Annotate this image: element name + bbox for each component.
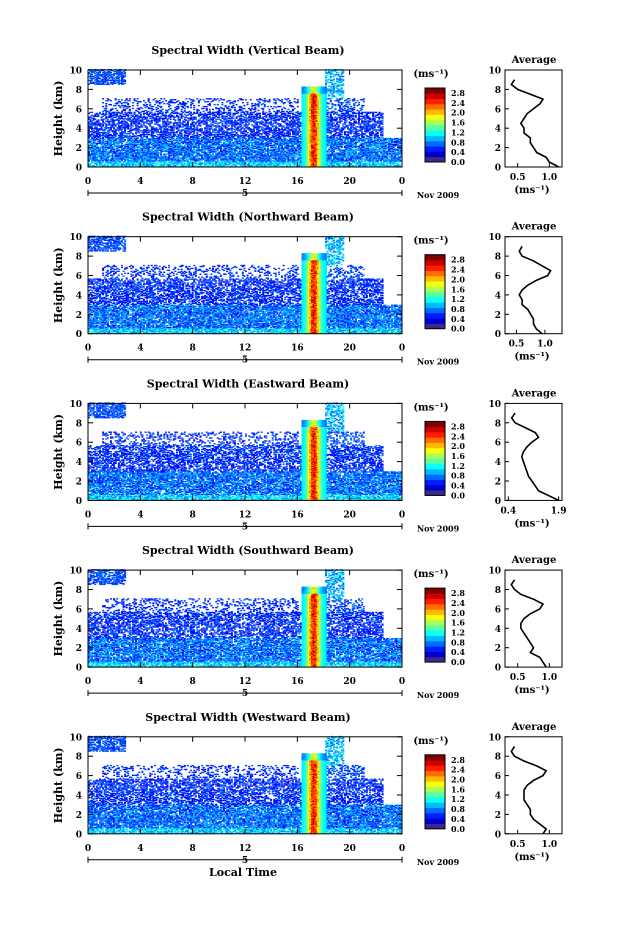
- heatmap-cell: [130, 112, 132, 113]
- heatmap-cell: [132, 105, 134, 106]
- heatmap-cell: [91, 74, 93, 75]
- heatmap-cell: [97, 119, 99, 120]
- heatmap-cell: [140, 101, 142, 102]
- heatmap-cell: [113, 122, 115, 123]
- heatmap-cell: [132, 102, 134, 103]
- heatmap-cell: [137, 98, 139, 99]
- heatmap-cell: [115, 105, 117, 106]
- heatmap-cell: [102, 106, 104, 107]
- heatmap-cell: [94, 119, 96, 120]
- heatmap-cell: [118, 99, 120, 100]
- heatmap-cell: [116, 133, 118, 134]
- heatmap-cell: [134, 112, 136, 113]
- heatmap-cell: [129, 109, 131, 110]
- heatmap-cell: [121, 129, 123, 130]
- heatmap-cell: [124, 80, 126, 81]
- heatmap-cell: [115, 98, 117, 99]
- panel-title: Spectral Width (Vertical Beam): [151, 44, 344, 57]
- heatmap-cell: [141, 108, 143, 109]
- heatmap-cell: [124, 139, 126, 140]
- heatmap-cell: [107, 119, 109, 120]
- heatmap-cell: [121, 99, 123, 100]
- heatmap-cell: [102, 102, 104, 103]
- heatmap-cell: [129, 100, 131, 101]
- heatmap-cell: [137, 103, 139, 104]
- heatmap-cell: [124, 83, 126, 84]
- heatmap-cell: [132, 133, 134, 134]
- heatmap-cell: [129, 106, 131, 107]
- heatmap-cell: [107, 82, 109, 83]
- heatmap-cell: [127, 123, 129, 124]
- panel-1: Spectral Width (Vertical Beam)0246810Hei…: [52, 44, 562, 200]
- heatmap-cell: [110, 72, 112, 73]
- heatmap-cell: [126, 98, 128, 99]
- heatmap-cell: [132, 125, 134, 126]
- heatmap-cell: [104, 139, 106, 140]
- heatmap-cell: [91, 112, 93, 113]
- heatmap-cell: [112, 108, 114, 109]
- heatmap-cell: [121, 143, 123, 144]
- heatmap-cell: [126, 121, 128, 122]
- heatmap-cell: [124, 75, 126, 76]
- heatmap-cell: [108, 132, 110, 133]
- heatmap-cell: [137, 137, 139, 138]
- spectral-width-figure: Spectral Width (Vertical Beam)0246810Hei…: [0, 0, 618, 929]
- heatmap-cell: [141, 126, 143, 127]
- heatmap-cell: [115, 108, 117, 109]
- heatmap-cell: [110, 100, 112, 101]
- heatmap-cell: [105, 105, 107, 106]
- heatmap-cell: [143, 100, 145, 101]
- heatmap-cell: [129, 98, 131, 99]
- heatmap-cell: [110, 104, 112, 105]
- heatmap-cell: [119, 101, 121, 102]
- heatmap-cell: [140, 114, 142, 115]
- heatmap-cell: [102, 98, 104, 99]
- heatmap-cell: [105, 108, 107, 109]
- heatmap-cell: [124, 72, 126, 73]
- heatmap-cell: [134, 98, 136, 99]
- heatmap-cell: [127, 103, 129, 104]
- heatmap-cell: [130, 127, 132, 128]
- heatmap-cell: [105, 103, 107, 104]
- heatmap-cell: [116, 110, 118, 111]
- heatmap-cell: [113, 127, 115, 128]
- heatmap-cell: [99, 112, 101, 113]
- heatmap-cell: [137, 105, 139, 106]
- heatmap-cells: [88, 69, 402, 167]
- heatmap-cell: [132, 108, 134, 109]
